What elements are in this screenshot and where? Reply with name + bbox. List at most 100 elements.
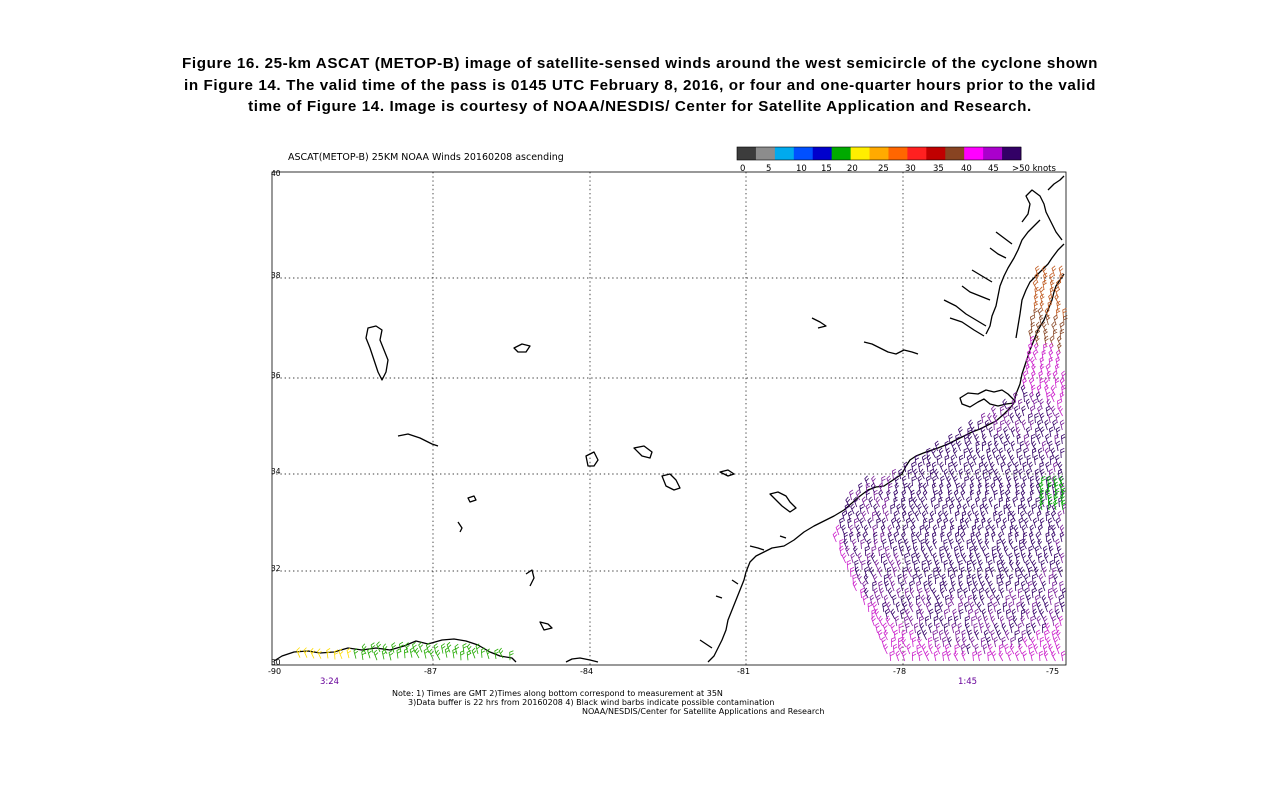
wind-barb	[958, 454, 964, 466]
wind-barb	[462, 643, 467, 654]
wind-barb	[871, 615, 876, 627]
wind-barb	[367, 647, 372, 659]
wind-barb	[1055, 426, 1061, 438]
wind-barb	[1020, 384, 1026, 396]
wind-barb	[1047, 588, 1053, 599]
wind-barb	[1020, 510, 1025, 522]
wind-barb	[936, 566, 942, 578]
wind-barb	[1039, 286, 1044, 298]
wind-barb	[1031, 559, 1037, 571]
wind-barb	[984, 538, 990, 550]
wind-barb	[985, 587, 990, 599]
wind-barb	[1021, 524, 1027, 536]
legend-tick-label: 5	[766, 164, 771, 174]
wind-barb	[909, 587, 915, 599]
wind-barb	[1056, 545, 1062, 557]
wind-barb	[1052, 461, 1058, 473]
wind-barb	[1049, 279, 1055, 291]
wind-barb	[1029, 405, 1035, 417]
wind-barb	[897, 643, 903, 655]
wind-barb	[1021, 405, 1026, 417]
wind-barb	[993, 503, 999, 515]
wind-barb	[991, 405, 996, 417]
wind-barb	[841, 552, 847, 564]
wind-barb	[908, 601, 914, 613]
wind-barb	[403, 648, 409, 659]
wind-barb	[1014, 630, 1019, 641]
wind-barb	[869, 566, 875, 578]
wind-barb	[984, 573, 990, 585]
wind-barb	[931, 587, 937, 599]
wind-barb	[881, 636, 886, 648]
wind-barb	[1028, 412, 1033, 424]
wind-barb	[429, 648, 434, 660]
wind-barb	[931, 531, 937, 543]
wind-barb	[957, 587, 962, 599]
wind-barb	[1005, 580, 1011, 592]
wind-barb	[1045, 475, 1051, 487]
wind-barb	[931, 482, 937, 494]
wind-barb	[920, 468, 925, 480]
lat-lon-grid	[272, 172, 1066, 665]
wind-barb	[884, 608, 890, 620]
wind-barb	[1001, 622, 1007, 634]
wind-barb	[987, 412, 992, 424]
wind-barb	[1018, 643, 1023, 655]
longitude-labels: -90 -87 -84 -81 -78 -75	[268, 667, 1059, 676]
wind-barb	[1025, 426, 1031, 438]
wind-barb	[1044, 601, 1049, 613]
wind-barb	[1016, 433, 1021, 445]
wind-barb	[872, 524, 877, 536]
wind-barb	[471, 647, 477, 659]
wind-barb	[903, 615, 909, 627]
wind-barb	[953, 545, 959, 557]
map-frame	[271, 171, 1067, 666]
wind-barb	[1030, 650, 1035, 662]
wind-barb	[1014, 419, 1020, 431]
wind-barb	[922, 489, 928, 501]
wind-barb	[954, 531, 960, 543]
wind-barb	[873, 531, 878, 543]
wind-barb	[1011, 398, 1017, 410]
wind-barb	[1039, 462, 1044, 473]
wind-barb	[993, 489, 998, 501]
wind-barb	[892, 566, 898, 578]
wind-barb	[893, 489, 899, 501]
wind-barb	[932, 475, 937, 487]
lake-carolina-b	[661, 473, 681, 491]
wind-barb	[1007, 461, 1012, 473]
wind-barb	[1034, 272, 1040, 284]
wind-barb	[1043, 272, 1048, 284]
wind-barb	[466, 643, 472, 654]
wind-barb	[998, 581, 1003, 592]
wind-barb	[959, 545, 965, 557]
wind-barb	[972, 454, 977, 466]
wind-barb	[1008, 531, 1013, 543]
wind-barb	[1034, 468, 1040, 480]
wind-barb	[878, 482, 884, 494]
wind-barb	[967, 433, 973, 445]
wind-barb	[1038, 314, 1044, 326]
wind-barb	[1058, 265, 1064, 277]
wind-barb	[326, 648, 331, 659]
wind-barb	[399, 641, 404, 653]
wind-barb	[1001, 636, 1006, 648]
wind-barb	[895, 524, 901, 536]
wind-barb	[973, 622, 978, 634]
wind-barb	[880, 553, 886, 564]
wind-barb	[855, 524, 861, 536]
legend-swatch	[755, 147, 776, 160]
sounds-shoreline	[959, 389, 1015, 408]
wind-barb	[1014, 580, 1020, 592]
wind-barb	[1041, 321, 1047, 333]
wind-barb	[847, 510, 853, 522]
wind-barb	[1009, 454, 1015, 466]
wind-barb	[1039, 608, 1045, 620]
wind-barb	[1013, 545, 1019, 557]
wind-barb	[977, 566, 982, 578]
wind-barb	[964, 616, 970, 627]
wind-barb	[857, 552, 862, 564]
wind-barb	[880, 531, 885, 543]
wind-barb	[994, 440, 999, 452]
wind-barb	[1055, 559, 1061, 571]
